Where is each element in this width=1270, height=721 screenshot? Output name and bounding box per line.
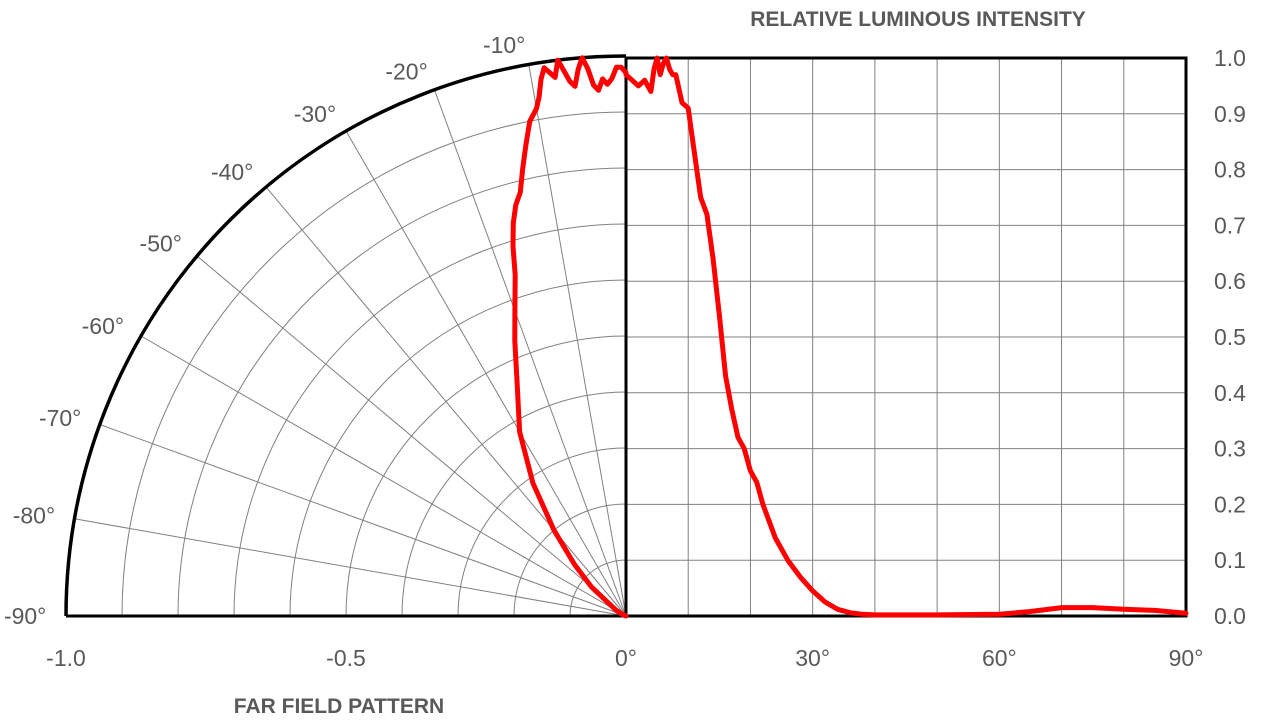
data-curves bbox=[510, 55, 1189, 619]
polar-angle-tick-label: -70° bbox=[39, 405, 81, 431]
polar-grid-spoke bbox=[265, 186, 627, 617]
polar-radius-tick-label: -1.0 bbox=[46, 645, 86, 671]
tick-labels: -90° -80° -70° -60° -50° -40° -30° -20° -10° -1.0… bbox=[4, 32, 1246, 671]
intensity-grid bbox=[626, 58, 1186, 616]
polar-radius-tick-label: 0° bbox=[615, 645, 637, 671]
intensity-curve bbox=[623, 55, 1189, 618]
intensity-x-tick-label: 60° bbox=[982, 645, 1017, 671]
chart-frames bbox=[64, 54, 1188, 618]
polar-angle-tick-label: -40° bbox=[211, 159, 253, 185]
intensity-y-tick-label: 0.1 bbox=[1214, 547, 1246, 573]
intensity-y-tick-label: 0.3 bbox=[1214, 436, 1246, 462]
intensity-x-tick-label: 30° bbox=[795, 645, 830, 671]
intensity-x-tick-label: 90° bbox=[1169, 645, 1204, 671]
polar-angle-tick-label: -50° bbox=[140, 230, 182, 256]
polar-grid-arc bbox=[457, 447, 627, 617]
polar-grid-spoke bbox=[433, 89, 627, 617]
polar-grid-arc bbox=[401, 391, 627, 617]
polar-grid-arc bbox=[233, 223, 627, 617]
polar-grid-spoke bbox=[528, 64, 627, 617]
polar-radius-tick-label: -0.5 bbox=[326, 645, 366, 671]
polar-angle-tick-label: -10° bbox=[483, 32, 525, 58]
polar-angle-tick-label: -80° bbox=[13, 502, 55, 528]
polar-grid-spoke bbox=[196, 255, 627, 617]
polar-grid-arc bbox=[513, 503, 627, 617]
polar-intensity-curve bbox=[510, 55, 629, 619]
intensity-y-tick-label: 0.4 bbox=[1214, 380, 1246, 406]
polar-grid-spoke bbox=[140, 335, 627, 617]
intensity-y-tick-label: 0.2 bbox=[1214, 491, 1246, 517]
polar-grid-arc bbox=[121, 111, 627, 617]
intensity-y-tick-label: 0.5 bbox=[1214, 324, 1246, 350]
polar-grid-spoke bbox=[345, 130, 627, 617]
intensity-y-tick-label: 0.9 bbox=[1214, 101, 1246, 127]
polar-angle-tick-label: -60° bbox=[82, 313, 124, 339]
polar-grid-arc bbox=[289, 279, 627, 617]
intensity-y-tick-label: 1.0 bbox=[1214, 45, 1246, 71]
polar-angle-tick-label: -20° bbox=[385, 58, 427, 84]
polar-angle-tick-label: -30° bbox=[294, 101, 336, 127]
intensity-chart-title: RELATIVE LUMINOUS INTENSITY bbox=[750, 8, 1086, 31]
intensity-y-tick-label: 0.7 bbox=[1214, 212, 1246, 238]
intensity-y-tick-label: 0.8 bbox=[1214, 157, 1246, 183]
polar-grid bbox=[74, 64, 627, 617]
polar-angle-tick-label: -90° bbox=[4, 603, 46, 629]
intensity-y-tick-label: 0.6 bbox=[1214, 268, 1246, 294]
polar-outer-arc bbox=[64, 54, 627, 617]
polar-chart-title: FAR FIELD PATTERN bbox=[234, 695, 444, 718]
intensity-y-tick-label: 0.0 bbox=[1214, 603, 1246, 629]
polar-grid-spoke bbox=[99, 423, 627, 617]
polar-grid-arc bbox=[345, 335, 627, 617]
polar-grid-spoke bbox=[74, 518, 627, 617]
